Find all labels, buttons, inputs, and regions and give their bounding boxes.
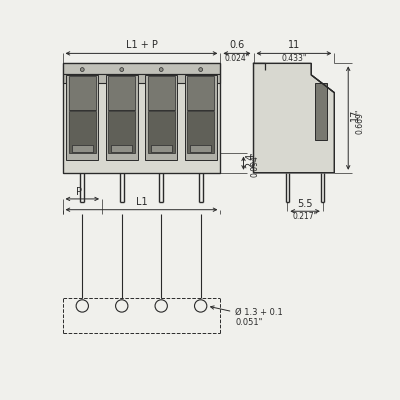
Text: 2.4: 2.4 <box>245 153 255 168</box>
Bar <box>62 63 220 74</box>
Text: 17: 17 <box>350 109 360 121</box>
Bar <box>108 111 135 154</box>
Text: 0.217": 0.217" <box>292 212 318 221</box>
Bar <box>151 145 172 152</box>
Text: 0.6: 0.6 <box>229 40 244 50</box>
Bar <box>106 75 138 160</box>
Bar <box>185 75 216 160</box>
Bar <box>111 145 132 152</box>
Bar <box>62 63 220 173</box>
Circle shape <box>80 68 84 72</box>
Bar <box>190 145 211 152</box>
Bar <box>72 145 93 152</box>
Circle shape <box>120 68 124 72</box>
Bar <box>69 76 96 110</box>
Bar <box>66 75 98 160</box>
Text: 5.5: 5.5 <box>297 199 313 209</box>
Bar <box>187 111 214 154</box>
Polygon shape <box>254 63 334 173</box>
Text: 0.024": 0.024" <box>224 54 250 63</box>
Text: 11: 11 <box>288 40 300 50</box>
Circle shape <box>199 68 202 72</box>
Bar <box>315 83 328 140</box>
Bar <box>62 63 220 173</box>
Text: 0.669": 0.669" <box>355 108 364 134</box>
Bar <box>148 111 175 154</box>
Circle shape <box>159 68 163 72</box>
Text: P: P <box>76 187 82 197</box>
Bar <box>187 76 214 110</box>
Bar <box>69 111 96 154</box>
Bar <box>108 76 135 110</box>
Text: L1 + P: L1 + P <box>126 40 158 50</box>
Bar <box>62 74 220 84</box>
Bar <box>145 75 177 160</box>
Bar <box>148 76 175 110</box>
Text: L1: L1 <box>136 197 147 207</box>
Text: Ø 1.3 + 0.1
0.051": Ø 1.3 + 0.1 0.051" <box>211 306 283 327</box>
Text: 0.433": 0.433" <box>281 54 307 63</box>
Text: 0.094": 0.094" <box>250 152 260 177</box>
